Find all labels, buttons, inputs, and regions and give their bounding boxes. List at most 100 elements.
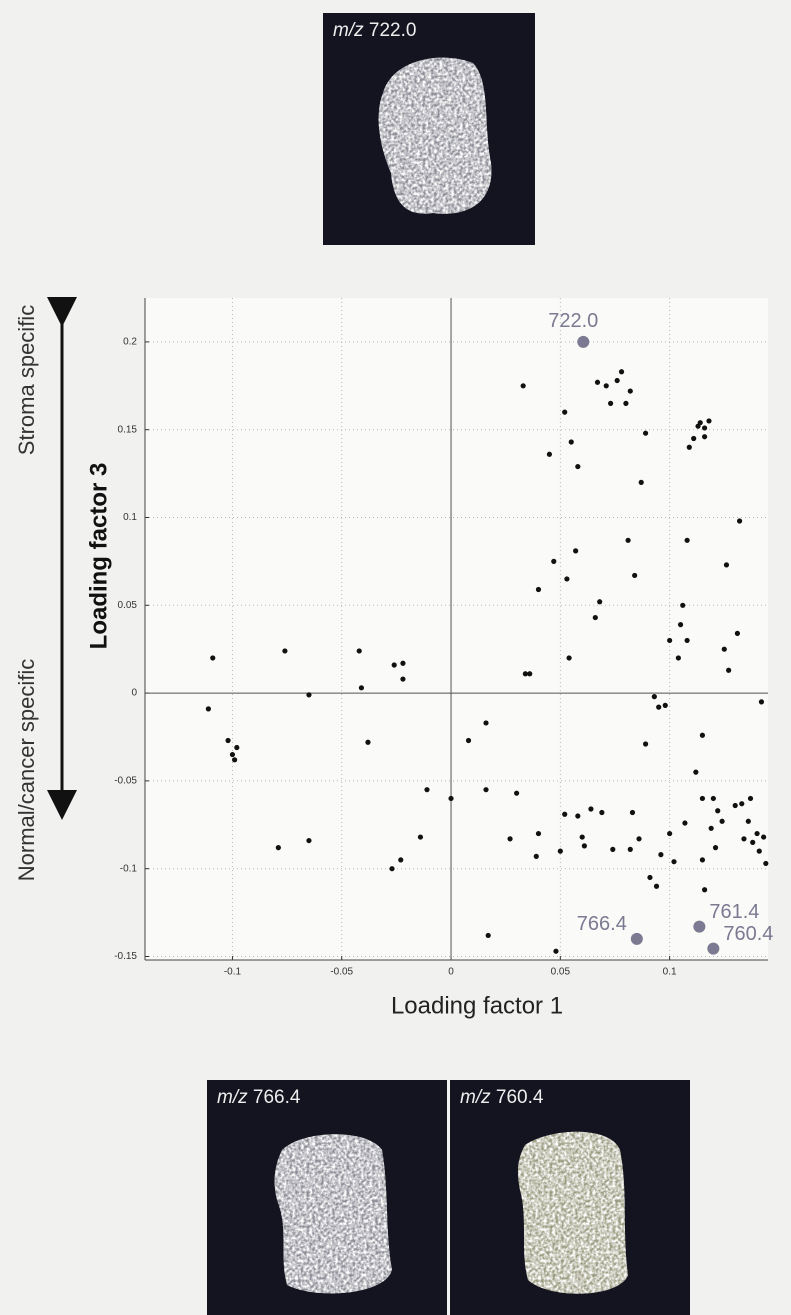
point (400, 676, 406, 682)
point (623, 400, 629, 406)
point (745, 818, 751, 824)
point (398, 857, 404, 863)
point (699, 732, 706, 738)
point (535, 586, 542, 593)
point (702, 887, 708, 893)
point-label: 766.4 (577, 913, 627, 935)
point (702, 434, 708, 440)
ms-image-panel: m/z 722.0 (323, 13, 535, 245)
point (306, 837, 312, 844)
side-label: Stroma specific (14, 305, 39, 455)
point (699, 857, 706, 863)
point (629, 809, 636, 816)
point (636, 836, 642, 842)
point (653, 883, 660, 889)
point (632, 572, 638, 579)
point (608, 400, 614, 406)
mz-prefix: m/z (460, 1087, 491, 1108)
point (734, 630, 740, 636)
y-tick-label: 0.05 (118, 600, 138, 611)
point (592, 614, 598, 621)
point (597, 599, 603, 605)
point (546, 451, 553, 457)
point (682, 820, 688, 826)
point (448, 795, 454, 802)
point (642, 430, 649, 436)
point (736, 518, 743, 524)
point (562, 409, 568, 415)
point-label: 722.0 (548, 310, 598, 332)
point (306, 692, 312, 698)
point (699, 795, 706, 802)
point (763, 860, 769, 867)
point (658, 852, 664, 858)
point (756, 848, 762, 854)
point (754, 830, 760, 837)
point (594, 379, 601, 385)
point (579, 834, 585, 840)
point (747, 795, 754, 802)
point (557, 848, 563, 854)
point (677, 622, 684, 628)
point (675, 655, 681, 661)
y-tick-label: 0.2 (123, 337, 137, 348)
mz-prefix: m/z (217, 1087, 248, 1108)
point (667, 830, 673, 837)
point (562, 811, 568, 817)
point (275, 845, 281, 851)
point (750, 839, 756, 845)
point (656, 704, 662, 710)
point (715, 808, 721, 814)
side-label: Normal/cancer specific (14, 659, 39, 882)
point (358, 685, 365, 691)
point (465, 737, 472, 744)
plot-area (145, 298, 768, 960)
image-label: m/z 722.0 (333, 20, 416, 41)
point (610, 846, 616, 852)
point (365, 739, 371, 745)
point (400, 660, 406, 666)
point (739, 801, 745, 807)
mz-value: 766.4 (253, 1087, 301, 1108)
tissue-texture (517, 1131, 628, 1294)
point (627, 388, 633, 394)
point (575, 463, 581, 470)
tissue-texture (274, 1134, 392, 1294)
y-axis-label: Loading factor 3 (85, 463, 112, 650)
tissue-texture (378, 57, 492, 214)
y-tick-label: -0.1 (120, 863, 138, 874)
point (618, 369, 625, 375)
point (761, 834, 767, 840)
point (719, 818, 725, 824)
point (721, 646, 727, 652)
y-tick-label: -0.15 (114, 951, 137, 962)
x-tick-label: -0.05 (330, 967, 353, 978)
point (205, 706, 211, 712)
point (684, 637, 690, 644)
point (712, 845, 719, 851)
point (693, 769, 699, 775)
point (667, 637, 673, 644)
point (684, 537, 690, 543)
point (680, 602, 686, 608)
highlight-point (630, 932, 643, 945)
point (564, 576, 570, 582)
point (710, 795, 716, 802)
point (642, 741, 649, 747)
point (229, 751, 236, 758)
point (225, 737, 231, 744)
point (210, 655, 216, 661)
point (575, 813, 581, 819)
point (697, 420, 703, 426)
point (553, 948, 559, 954)
point (356, 648, 362, 654)
point (702, 425, 708, 431)
point (424, 787, 430, 793)
point (483, 720, 489, 726)
point (726, 667, 732, 673)
point-label: 761.4 (709, 901, 759, 923)
x-axis-label: Loading factor 1 (391, 992, 563, 1019)
point (483, 787, 489, 793)
